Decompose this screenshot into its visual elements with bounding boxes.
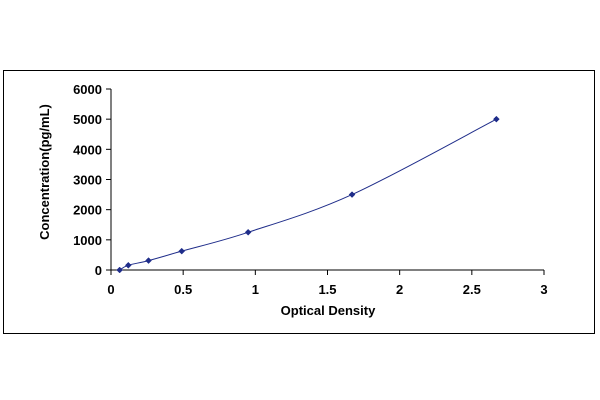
x-tick-label: 2.5 (463, 282, 481, 297)
chart-frame (3, 70, 595, 334)
plot-area: 0 1000 2000 3000 4000 5000 6000 0 0.5 1 1.5 2 2.5 3 (73, 82, 548, 297)
y-tick-label: 0 (95, 263, 102, 278)
x-tick-label: 0.5 (174, 282, 192, 297)
data-point (493, 115, 500, 123)
x-tick-label: 0 (107, 282, 114, 297)
y-tick-label: 2000 (73, 203, 102, 218)
x-tick-label: 1.5 (318, 282, 336, 297)
x-tick-label: 3 (540, 282, 547, 297)
data-point (244, 228, 252, 236)
y-tick-label: 1000 (73, 233, 102, 248)
y-tick-label: 5000 (73, 112, 102, 127)
data-point (124, 261, 132, 269)
x-tick-label: 1 (252, 282, 259, 297)
series-fit-line (119, 118, 497, 271)
data-point (178, 247, 186, 255)
y-axis-title: Concentration(pg/mL) (37, 104, 52, 240)
y-tick-label: 6000 (73, 82, 102, 97)
data-point (145, 257, 152, 264)
y-tick-label: 4000 (73, 142, 102, 157)
y-tick-label: 3000 (73, 173, 102, 188)
data-point (116, 266, 124, 274)
x-tick-label: 2 (396, 282, 403, 297)
x-axis-title: Optical Density (281, 303, 376, 318)
data-point (348, 191, 356, 198)
